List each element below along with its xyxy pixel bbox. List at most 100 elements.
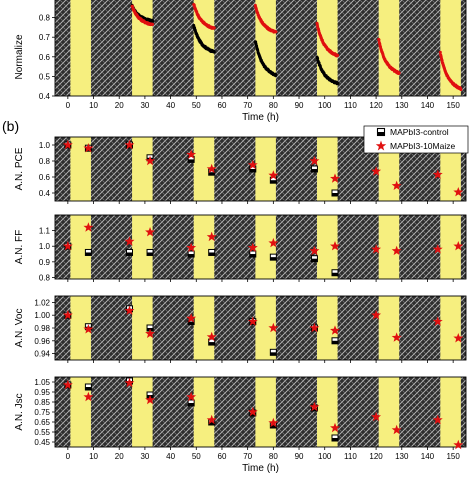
x-tick-label: 10 [89,452,98,461]
y-tick-label: 0.6 [39,173,51,182]
y-tick-label: 0.7 [39,33,51,42]
y-axis-label: A.N. Voc [14,309,25,348]
point-maize [186,391,197,402]
light-band [255,137,276,201]
point-maize [391,332,402,342]
x-tick-label: 50 [192,452,201,461]
marker-square-fill [188,403,195,406]
point-maize [206,163,217,174]
light-band [132,296,153,360]
y-tick-label: 0.94 [34,350,50,359]
x-tick-label: 60 [218,101,227,110]
x-tick-label: 90 [295,101,304,110]
x-tick-label: 0 [66,452,71,461]
marker-square-fill [270,180,277,184]
marker-square-fill [331,438,338,441]
y-tick-label: 0.6 [39,53,51,62]
point-maize [309,401,320,412]
marker-square-fill [126,252,133,256]
light-band [317,137,338,201]
y-axis-label: A.N. Jsc [14,393,25,430]
marker-square-fill [270,425,277,428]
marker-square-fill [188,254,195,258]
point-maize [268,170,279,180]
x-tick-label: 10 [89,101,98,110]
legend: MAPbI3-control MAPbI3-10Maize [363,125,469,154]
point-maize [391,424,402,435]
panel-b-ff: 0.8 0.9 1.0 1.1 A.N. FF [14,214,467,282]
marker-square-fill [188,321,195,325]
line-point-maize [438,50,442,54]
point-maize [453,187,464,197]
point-maize [330,422,340,433]
x-tick-label: 130 [395,452,409,461]
marker-square-fill [249,254,256,258]
marker-square-fill [208,172,215,176]
marker-square-fill [208,342,215,346]
point-maize [391,180,402,191]
x-tick-label: 0 [66,101,71,110]
y-tick-label: 0.96 [34,337,50,346]
line-point-maize [459,88,463,92]
light-band [70,296,91,360]
y-tick-label: 0.8 [39,157,51,166]
x-tick-label: 20 [115,452,124,461]
point-maize [186,242,197,252]
panel-b-tag: (b) [2,118,19,134]
point-control [269,348,277,356]
x-tick-label: 30 [140,452,149,461]
point-maize [124,236,135,246]
point-control [187,250,195,258]
light-band [378,215,400,279]
y-tick-label: 1.05 [34,378,50,387]
point-maize [371,244,382,254]
x-tick-label: 40 [166,101,175,110]
light-band [317,377,338,447]
point-maize [62,241,73,251]
point-maize [330,241,340,251]
point-maize [206,331,217,342]
point-maize [83,391,94,402]
point-maize [371,166,382,176]
light-band [193,215,215,279]
light-band [193,296,215,360]
point-control [331,337,339,345]
line-point-control [274,73,278,77]
light-band [193,137,215,201]
axes-frame-a [54,0,467,97]
point-control [146,248,154,256]
point-maize [247,406,258,417]
light-band [70,137,91,201]
panel-a: 0.4 0.5 0.6 0.7 0.8 0 10 20 30 40 50 60 70 80 90 100 110… [14,0,467,123]
point-maize [391,245,402,256]
x-tick-label: 110 [344,452,357,461]
x-tick-label: 70 [243,452,252,461]
point-control [310,255,318,263]
legend-marker-control [376,127,386,137]
light-band [378,296,400,360]
point-maize [309,322,320,333]
x-tick-label: 90 [295,452,304,461]
y-tick-label: 0.4 [39,92,51,101]
point-maize [371,411,382,422]
point-maize [206,414,217,425]
point-maize [186,149,197,159]
y-tick-label: 0.8 [39,14,51,23]
light-band [132,137,153,201]
point-maize [247,242,258,252]
y-tick-label: 1.0 [39,242,51,251]
marker-square-fill [331,193,338,196]
light-band [440,215,461,279]
x-tick-label: 110 [344,101,357,110]
marker-square-fill [188,159,195,163]
point-maize [145,328,155,338]
x-tick-label: 30 [140,101,149,110]
y-tick-label: 0.8 [39,273,51,282]
y-tick-label: 0.98 [34,324,50,333]
point-control [187,399,195,407]
point-maize [309,245,320,256]
point-maize [330,325,340,335]
marker-square-fill [270,257,277,261]
point-control [249,250,257,258]
